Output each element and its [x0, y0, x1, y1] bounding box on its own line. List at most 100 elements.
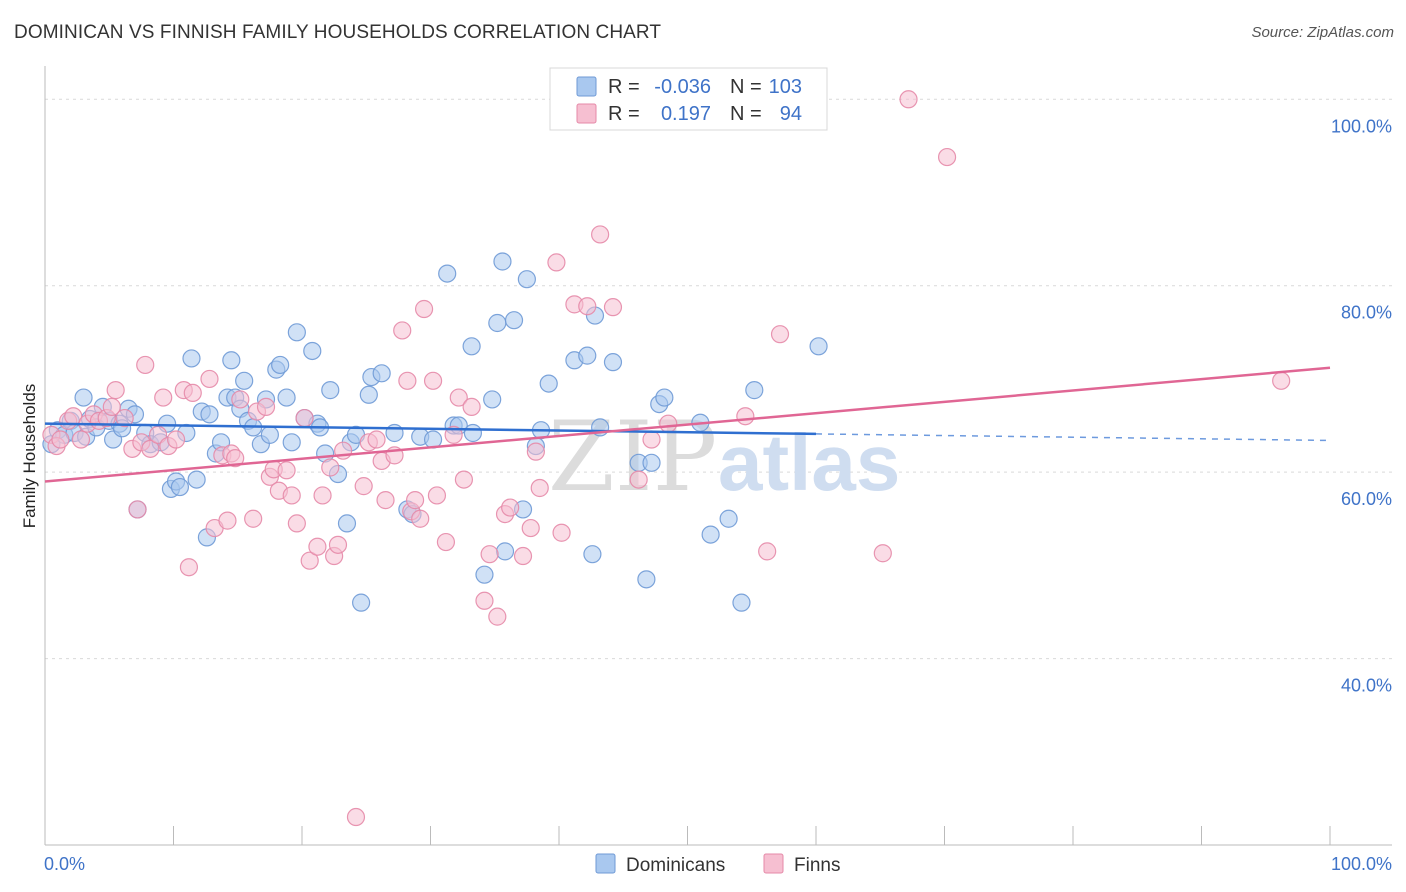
axis-layer	[44, 66, 1392, 846]
finns-point	[393, 321, 412, 340]
finns-point	[51, 430, 70, 449]
finns-point	[552, 523, 571, 542]
finns-point	[287, 514, 306, 533]
dominicans-point	[701, 525, 720, 544]
finns-point	[179, 558, 199, 577]
finns-point	[513, 546, 533, 566]
finns-point	[501, 498, 520, 517]
finns-point	[475, 591, 494, 610]
dominicans-point	[182, 349, 201, 368]
dominicans-point	[303, 341, 322, 361]
finns-point	[1272, 371, 1291, 390]
finns-trend-line	[44, 366, 1331, 483]
dominicans-trend-extension	[815, 433, 1331, 442]
finns-point	[308, 537, 327, 556]
finns-point	[154, 388, 173, 407]
dominicans-point	[337, 514, 357, 533]
dominicans-point	[517, 270, 536, 289]
x-tick-label-left: 0.0%	[44, 854, 85, 874]
finns-point	[423, 371, 443, 390]
finns-point	[937, 147, 957, 167]
legend-n-label-1: N =	[730, 76, 762, 98]
dominicans-point	[495, 542, 515, 561]
finns-point	[321, 458, 340, 477]
dominicans-point	[282, 433, 301, 452]
legend-r-value-2: 0.197	[661, 103, 711, 125]
trend-layer	[44, 366, 1331, 483]
dominicans-point	[719, 509, 738, 528]
dominicans-point	[655, 388, 674, 407]
dominicans-point	[463, 423, 483, 443]
dominicans-point	[732, 593, 751, 612]
finns-point	[141, 439, 160, 458]
dominicans-point	[809, 337, 828, 356]
dominicans-point	[745, 381, 764, 400]
finns-point	[218, 511, 237, 530]
finns-point	[295, 408, 314, 428]
finns-point	[282, 486, 301, 505]
x-tick-label-right: 100.0%	[1331, 854, 1392, 874]
finns-point	[367, 430, 386, 449]
dominicans-point	[222, 351, 241, 370]
dominicans-point	[637, 570, 656, 589]
dominicans-point	[287, 323, 306, 342]
dominicans-point	[642, 453, 661, 472]
y-tick-label: 40.0%	[1341, 676, 1392, 696]
finns-point	[354, 477, 373, 496]
finns-point	[444, 425, 463, 444]
finns-point	[591, 225, 610, 244]
finns-point	[411, 509, 430, 528]
finns-point	[166, 430, 186, 449]
finns-point	[300, 551, 319, 570]
finns-point	[899, 90, 918, 109]
finns-point	[758, 542, 777, 561]
legend-swatch-dominicans	[576, 76, 597, 97]
y-tick-label: 60.0%	[1341, 489, 1392, 509]
finns-point	[277, 461, 296, 480]
finns-point	[427, 486, 447, 505]
correlation-legend: R = -0.036 N = 103 R = 0.197 N = 94	[549, 67, 828, 131]
dominicans-point	[260, 425, 279, 444]
dominicans-point	[488, 313, 507, 333]
bottom-legend-swatch-dominicans	[595, 853, 616, 874]
finns-point	[414, 299, 434, 319]
finns-point	[454, 470, 474, 489]
finns-point	[183, 383, 202, 403]
dominicans-point	[539, 374, 558, 393]
finns-point	[480, 545, 499, 564]
dominicans-point	[321, 381, 340, 400]
finns-point	[547, 253, 566, 272]
legend-r-label-2: R =	[608, 103, 640, 125]
legend-n-value-2: 94	[780, 103, 802, 125]
dominicans-point	[504, 311, 524, 330]
legend-r-value-1: -0.036	[654, 76, 711, 98]
watermark-atlas: atlas	[718, 418, 900, 507]
finns-point	[313, 486, 332, 505]
finns-point	[226, 449, 245, 468]
finns-point	[102, 397, 121, 416]
finns-point	[521, 518, 540, 538]
finns-point	[71, 430, 91, 449]
finns-point	[659, 414, 678, 433]
y-tick-label: 100.0%	[1331, 116, 1392, 136]
dominicans-point	[352, 593, 371, 612]
dominicans-point	[277, 388, 296, 407]
finns-point	[488, 607, 507, 626]
finns-point	[106, 381, 125, 400]
finns-point	[462, 397, 481, 416]
bottom-legend-swatch-finns	[763, 853, 784, 874]
dominicans-point	[170, 477, 190, 497]
dominicans-point	[438, 264, 457, 283]
dominicans-point	[372, 364, 391, 383]
legend-swatch-finns	[576, 103, 597, 124]
finns-point	[346, 807, 366, 827]
chart-title: DOMINICAN VS FINNISH FAMILY HOUSEHOLDS C…	[14, 22, 662, 43]
dominicans-point	[493, 252, 512, 271]
legend-r-label-1: R =	[608, 76, 640, 98]
finns-point	[629, 470, 648, 489]
dominicans-point	[578, 346, 597, 365]
series-legend: Dominicans Finns	[595, 853, 840, 876]
y-axis-title: Family Households	[20, 384, 39, 529]
dominicans-point	[200, 405, 219, 424]
dominicans-point	[359, 385, 378, 404]
